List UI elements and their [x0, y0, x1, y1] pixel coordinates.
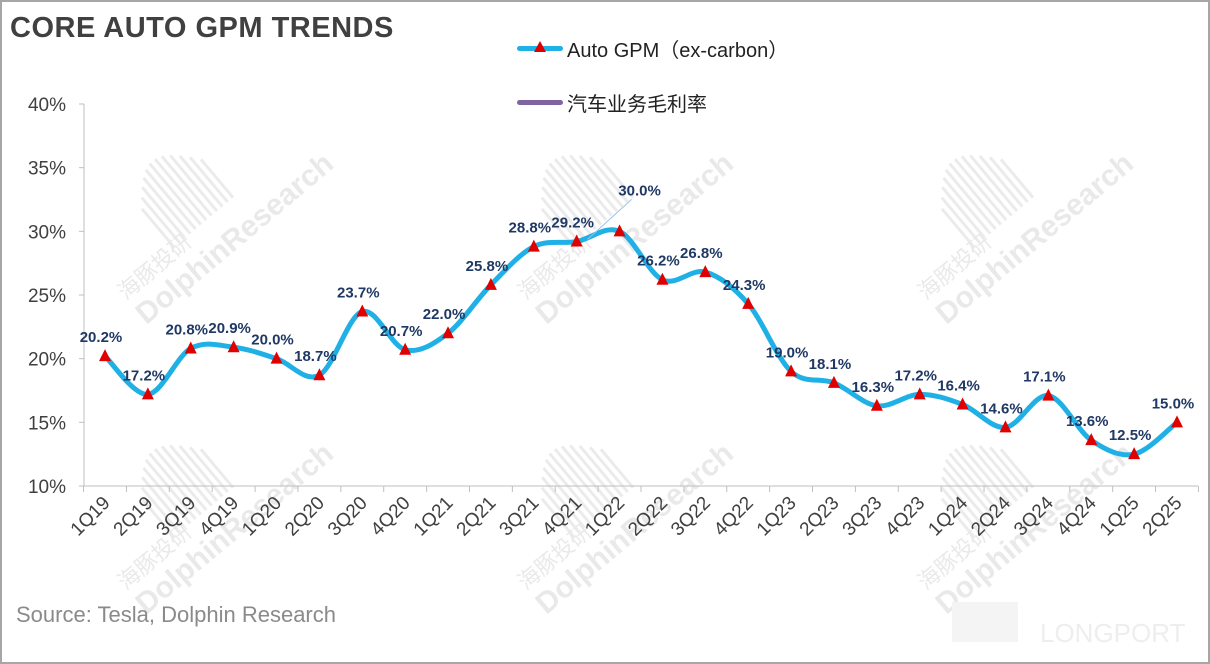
- data-label: 13.6%: [1066, 413, 1109, 430]
- data-point-marker: [442, 326, 455, 339]
- data-label: 12.5%: [1109, 427, 1152, 444]
- data-label: 26.2%: [637, 253, 680, 270]
- data-point-marker: [999, 420, 1012, 433]
- data-label: 20.2%: [80, 329, 123, 346]
- data-label: 23.7%: [337, 285, 380, 302]
- data-label: 28.8%: [509, 220, 552, 237]
- data-point-marker: [1085, 433, 1098, 446]
- data-point-marker: [313, 368, 326, 381]
- x-tick-label: 2Q25: [1139, 493, 1187, 541]
- y-tick-label: 20%: [28, 350, 66, 371]
- y-tick-label: 30%: [28, 222, 66, 243]
- data-point-marker: [1042, 388, 1055, 401]
- data-label: 16.3%: [852, 379, 895, 396]
- data-point-marker: [870, 398, 883, 411]
- x-tick-label: 4Q20: [367, 493, 415, 541]
- chart-title: CORE AUTO GPM TRENDS: [10, 12, 394, 44]
- legend-line-swatch: [517, 100, 563, 105]
- data-label: 20.7%: [380, 323, 423, 340]
- data-point-marker: [527, 239, 540, 252]
- svg-text:DolphinResearch: DolphinResearch: [530, 147, 740, 331]
- data-label: 30.0%: [618, 182, 661, 199]
- data-label: 29.2%: [551, 215, 594, 232]
- data-point-marker: [99, 349, 111, 362]
- legend-label: 汽车业务毛利率: [567, 94, 707, 116]
- svg-text:DolphinResearch: DolphinResearch: [130, 147, 340, 331]
- x-tick-label: 1Q25: [1096, 493, 1144, 541]
- y-tick-label: 35%: [28, 159, 66, 180]
- data-point-marker: [827, 375, 840, 388]
- x-tick-label: 3Q23: [839, 493, 887, 541]
- data-label: 19.0%: [766, 344, 809, 361]
- data-label: 26.8%: [680, 245, 723, 262]
- legend-item-auto-gpm: Auto GPM（ex-carbon）: [517, 34, 788, 63]
- triangle-marker-icon: [534, 41, 546, 52]
- data-point-marker: [956, 397, 969, 410]
- y-tick-label: 40%: [28, 95, 66, 116]
- data-point-marker: [1171, 415, 1183, 428]
- data-label: 17.2%: [894, 367, 937, 384]
- source-note: Source: Tesla, Dolphin Research: [16, 602, 336, 627]
- data-point-marker: [742, 296, 755, 309]
- data-label: 16.4%: [937, 378, 980, 395]
- data-point-marker: [785, 364, 798, 377]
- data-label: 25.8%: [466, 258, 509, 275]
- x-tick-label: 1Q23: [753, 493, 801, 541]
- data-point-marker: [484, 277, 497, 290]
- data-point-marker: [699, 265, 712, 278]
- data-label: 17.1%: [1023, 369, 1066, 386]
- legend-item-auto-margin: 汽车业务毛利率: [517, 88, 707, 117]
- data-point-marker: [227, 340, 240, 353]
- legend-label: Auto GPM（ex-carbon）: [567, 40, 789, 62]
- x-tick-label: 1Q19: [67, 493, 115, 541]
- data-point-marker: [141, 387, 154, 400]
- data-label: 18.7%: [294, 348, 337, 365]
- data-point-marker: [613, 224, 626, 237]
- data-point-marker: [570, 234, 583, 247]
- x-tick-label: 2Q23: [796, 493, 844, 541]
- data-point-marker: [270, 351, 283, 364]
- x-tick-label: 3Q21: [496, 493, 544, 541]
- data-label: 20.0%: [251, 332, 294, 349]
- data-point-marker: [399, 342, 412, 355]
- data-point-marker: [184, 341, 197, 354]
- data-point-marker: [1128, 447, 1141, 460]
- data-point-marker: [356, 304, 369, 317]
- data-label: 17.2%: [123, 367, 166, 384]
- legend-line-swatch: [517, 41, 563, 52]
- data-point-marker: [656, 272, 669, 285]
- data-point-marker: [913, 387, 926, 400]
- longport-logo-icon: [952, 602, 1018, 642]
- y-tick-label: 25%: [28, 286, 66, 307]
- data-label: 18.1%: [809, 356, 852, 373]
- x-tick-label: 1Q21: [410, 493, 458, 541]
- x-tick-label: 2Q21: [453, 493, 501, 541]
- svg-text:DolphinResearch: DolphinResearch: [930, 147, 1140, 331]
- data-label: 24.3%: [723, 277, 766, 294]
- data-label: 20.8%: [165, 321, 208, 338]
- y-tick-label: 15%: [28, 413, 66, 434]
- data-label: 15.0%: [1152, 395, 1195, 412]
- x-tick-label: 3Q20: [324, 493, 372, 541]
- data-label-leader: [587, 198, 632, 240]
- x-tick-label: 4Q22: [710, 493, 758, 541]
- data-label: 20.9%: [208, 320, 251, 337]
- data-label: 22.0%: [423, 306, 466, 323]
- longport-watermark: LONGPORT: [1040, 618, 1186, 648]
- y-tick-label: 10%: [28, 477, 66, 498]
- data-label: 14.6%: [980, 400, 1023, 417]
- x-tick-label: 4Q23: [882, 493, 930, 541]
